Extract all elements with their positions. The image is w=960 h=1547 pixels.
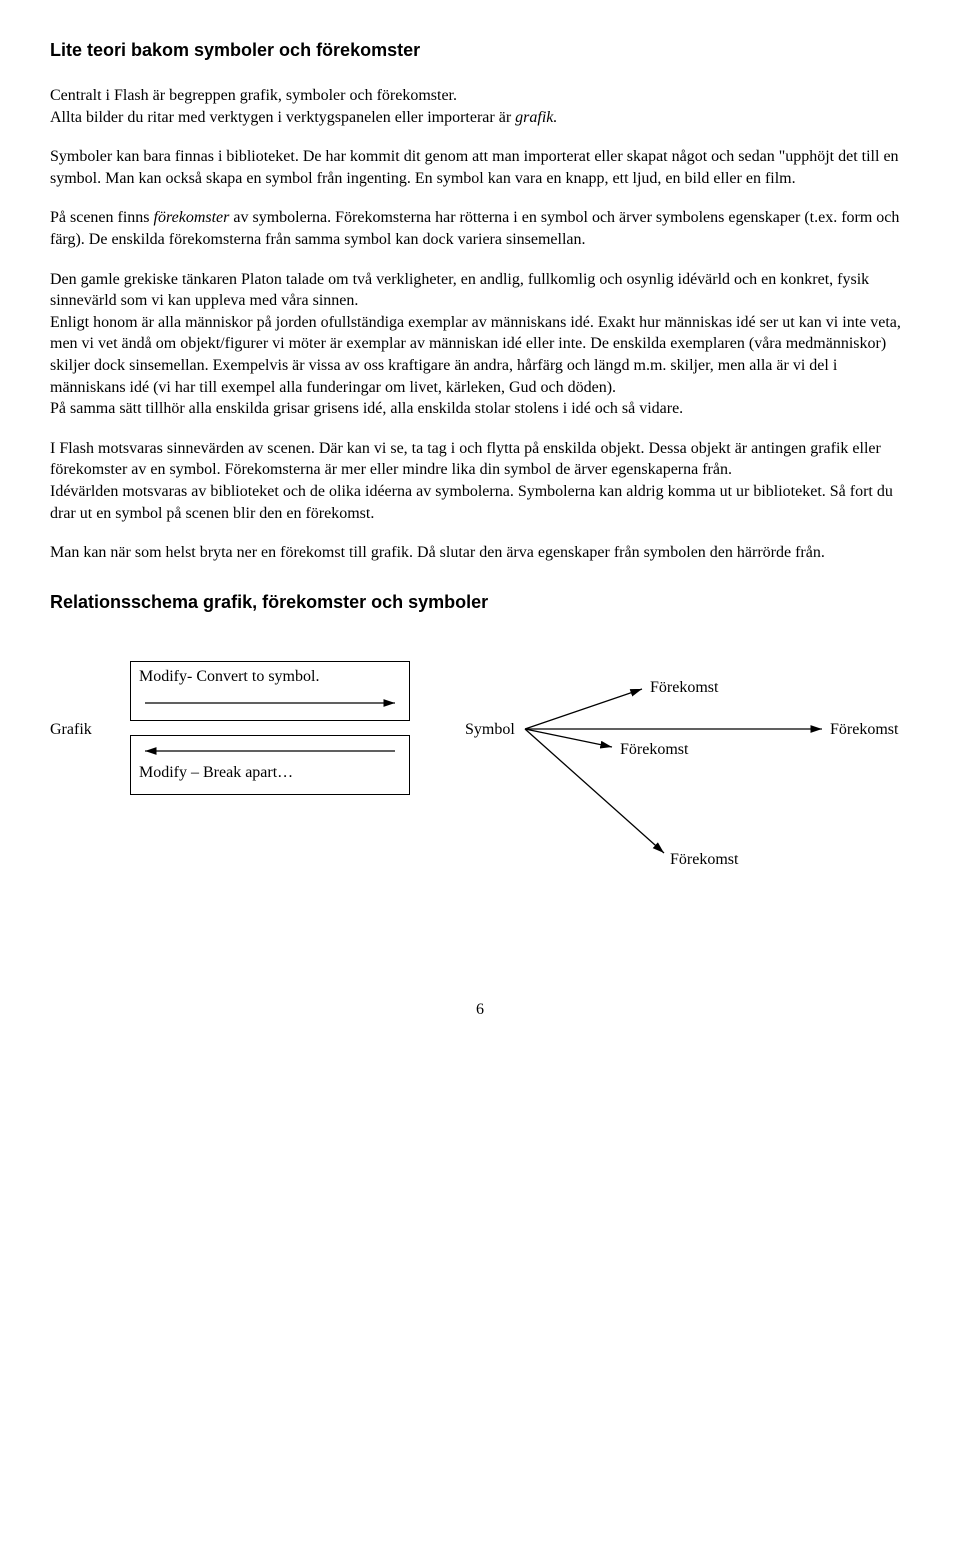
- page-number: 6: [50, 1001, 910, 1019]
- label-forekomst-1: Förekomst: [650, 679, 718, 697]
- text-italic: förekomster: [154, 209, 230, 226]
- paragraph-6: Man kan när som helst bryta ner en förek…: [50, 542, 910, 564]
- label-forekomst-4: Förekomst: [670, 851, 738, 869]
- box-convert-to-symbol: Modify- Convert to symbol.: [130, 661, 410, 721]
- text: På scenen finns: [50, 209, 154, 226]
- box-label: Modify- Convert to symbol.: [139, 668, 319, 685]
- page-title: Lite teori bakom symboler och förekomste…: [50, 40, 910, 61]
- section-subtitle: Relationsschema grafik, förekomster och …: [50, 592, 910, 613]
- text: Centralt i Flash är begreppen grafik, sy…: [50, 87, 457, 104]
- paragraph-intro: Centralt i Flash är begreppen grafik, sy…: [50, 85, 910, 128]
- text: Allta bilder du ritar med verktygen i ve…: [50, 109, 515, 126]
- label-grafik: Grafik: [50, 721, 92, 739]
- paragraph-2: Symboler kan bara finnas i biblioteket. …: [50, 146, 910, 189]
- relations-diagram: Modify- Convert to symbol. Modify – Brea…: [50, 661, 910, 941]
- box-break-apart: Modify – Break apart…: [130, 735, 410, 795]
- label-forekomst-2: Förekomst: [830, 721, 898, 739]
- label-symbol: Symbol: [465, 721, 515, 739]
- paragraph-5: I Flash motsvaras sinnevärden av scenen.…: [50, 438, 910, 524]
- paragraph-4: Den gamle grekiske tänkaren Platon talad…: [50, 269, 910, 420]
- label-forekomst-3: Förekomst: [620, 741, 688, 759]
- text-italic: grafik.: [515, 109, 557, 126]
- box-label: Modify – Break apart…: [139, 764, 293, 781]
- paragraph-3: På scenen finns förekomster av symbolern…: [50, 207, 910, 250]
